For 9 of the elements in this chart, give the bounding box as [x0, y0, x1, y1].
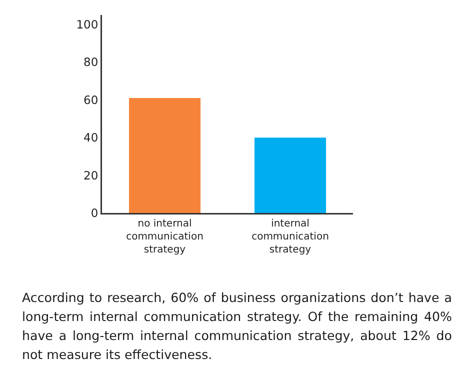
y-tick-label: 0	[90, 206, 98, 220]
y-tick-label: 100	[76, 17, 98, 32]
y-tick-label: 60	[84, 92, 98, 107]
text: According to research, 60% of business organizations don’t have a long-term internal communication strategy. Of the remaining 40% have a long-term internal communication strategy, about 12% do not measure its effectiveness.	[22, 289, 452, 364]
y-tick-label: 40	[84, 130, 98, 145]
y-tick-label: 80	[84, 55, 98, 70]
x-tick-label: internal communication strategy	[252, 218, 329, 256]
y-tick-label: 20	[84, 168, 98, 182]
x-tick-label: no internal communication strategy	[126, 218, 204, 256]
